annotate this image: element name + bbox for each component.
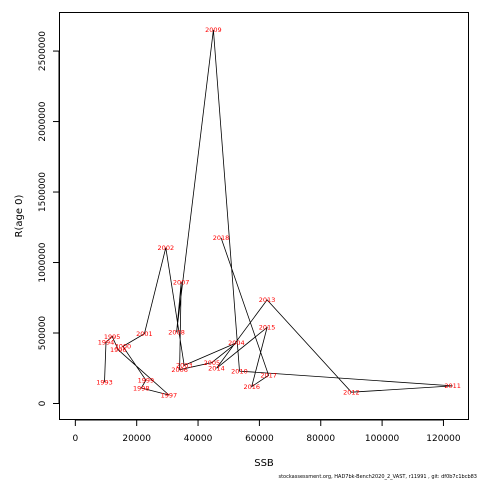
year-label-2013: 2013 [259, 296, 276, 304]
x-axis-title: SSB [254, 458, 274, 469]
year-labels-group: 1993199419951996199719981999200020012002… [96, 26, 461, 399]
year-label-1997: 1997 [161, 391, 178, 399]
year-label-2001: 2001 [136, 330, 153, 338]
year-label-1999: 1999 [138, 377, 155, 385]
year-label-2012: 2012 [343, 389, 360, 397]
y-axis-title: R(age 0) [14, 194, 25, 237]
year-label-2006: 2006 [171, 366, 188, 374]
year-label-1994: 1994 [98, 338, 115, 346]
year-label-1998: 1998 [133, 384, 150, 392]
year-label-2000: 2000 [115, 343, 132, 351]
year-label-2002: 2002 [158, 244, 175, 252]
year-label-2008: 2008 [168, 329, 185, 337]
stock-recruitment-path [104, 29, 453, 396]
y-tick-label: 1000000 [38, 242, 48, 282]
y-axis: 0 500000 1000000 1500000 2000000 2500000 [38, 31, 60, 406]
year-label-1993: 1993 [96, 379, 113, 387]
y-tick-label: 2000000 [38, 101, 48, 141]
x-tick-label: 0 [72, 434, 78, 444]
year-label-2003: 2003 [176, 362, 193, 370]
series-path-group [104, 29, 453, 396]
year-label-2011: 2011 [444, 382, 461, 390]
year-label-2014: 2014 [208, 365, 225, 373]
year-label-2009: 2009 [205, 26, 222, 34]
y-tick-label: 500000 [38, 316, 48, 351]
year-label-2017: 2017 [260, 372, 277, 380]
year-label-2016: 2016 [243, 383, 260, 391]
year-label-2010: 2010 [231, 367, 248, 375]
x-tick-label: 40000 [184, 434, 213, 444]
year-label-1996: 1996 [110, 346, 127, 354]
year-label-1995: 1995 [104, 333, 121, 341]
year-label-2018: 2018 [213, 234, 230, 242]
x-tick-label: 60000 [245, 434, 274, 444]
x-tick-label: 80000 [306, 434, 335, 444]
year-label-2007: 2007 [173, 279, 190, 287]
year-label-2015: 2015 [259, 324, 276, 332]
x-tick-label: 100000 [365, 434, 400, 444]
footnote: stockassessment.org, HAD7bk-Bench2020_2_… [278, 474, 477, 480]
year-label-2004: 2004 [228, 339, 245, 347]
y-tick-label: 1500000 [38, 172, 48, 212]
x-tick-label: 20000 [122, 434, 151, 444]
x-axis: 0 20000 40000 60000 80000 100000 120000 [72, 419, 461, 444]
x-tick-label: 120000 [426, 434, 461, 444]
year-label-2005: 2005 [204, 359, 221, 367]
y-tick-label: 2500000 [38, 31, 48, 71]
y-tick-label: 0 [38, 400, 48, 406]
plot-frame [59, 12, 469, 420]
